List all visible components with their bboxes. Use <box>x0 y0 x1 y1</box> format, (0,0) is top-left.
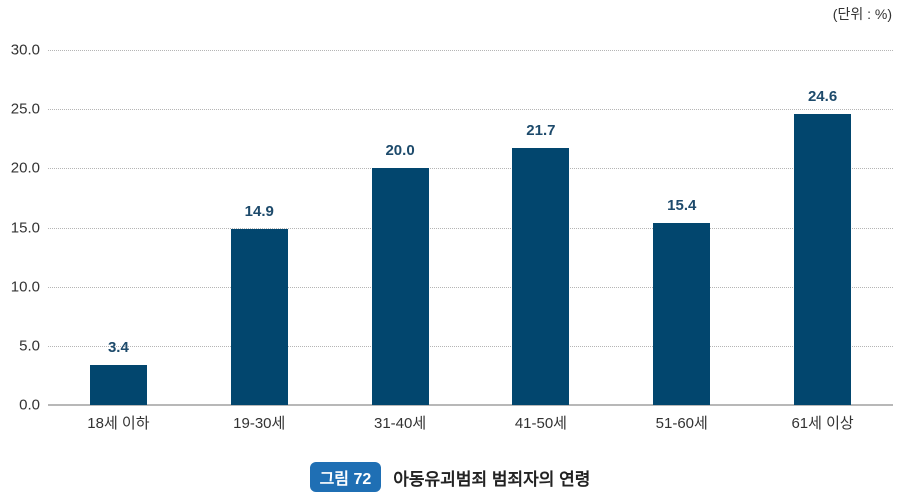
bar-value-label: 3.4 <box>107 338 129 356</box>
gridline <box>48 227 893 229</box>
y-tick-label: 5.0 <box>19 337 40 355</box>
y-tick-label: 10.0 <box>10 278 40 296</box>
gridline <box>48 286 893 288</box>
bar <box>512 148 570 405</box>
x-category-label: 41-50세 <box>514 415 567 432</box>
y-tick-label: 30.0 <box>10 41 40 59</box>
y-tick-label: 15.0 <box>10 219 40 236</box>
y-tick-label: 0.0 <box>19 396 40 414</box>
unit-label: (단위 : %) <box>832 6 892 22</box>
y-tick-label: 20.0 <box>10 159 40 177</box>
x-axis-line <box>48 404 893 406</box>
y-tick-label: 25.0 <box>10 100 40 118</box>
x-category-label: 61세 이상 <box>791 415 854 432</box>
bar-chart-plot-area: 0.0 5.0 10.0 15.0 20.0 25.0 30.0 3.4 18세 이하 14.9 1… <box>11 42 893 432</box>
gridline <box>48 168 893 170</box>
bar-value-label: 15.4 <box>667 196 697 214</box>
x-category-label: 51-60세 <box>655 415 708 432</box>
bar <box>371 168 429 405</box>
gridline <box>48 50 893 51</box>
bar <box>653 222 711 405</box>
x-category-label: 18세 이하 <box>87 415 150 432</box>
bar-value-label: 20.0 <box>385 142 415 160</box>
bar-value-label: 21.7 <box>526 122 556 140</box>
figure-title: 아동유괴범죄 범죄자의 연령 <box>393 469 591 489</box>
x-category-label: 31-40세 <box>373 415 427 432</box>
figure-number-badge: 그림 72 <box>309 462 382 492</box>
bar-value-label: 24.6 <box>807 87 838 105</box>
bar <box>794 113 852 405</box>
figure-caption: 그림 72 아동유괴범죄 범죄자의 연령 <box>0 462 900 492</box>
x-category-label: 19-30세 <box>233 415 286 432</box>
gridline <box>48 345 893 347</box>
bar-value-label: 14.9 <box>244 202 274 220</box>
gridline <box>48 109 893 111</box>
bar <box>89 364 147 405</box>
bar <box>230 228 288 405</box>
